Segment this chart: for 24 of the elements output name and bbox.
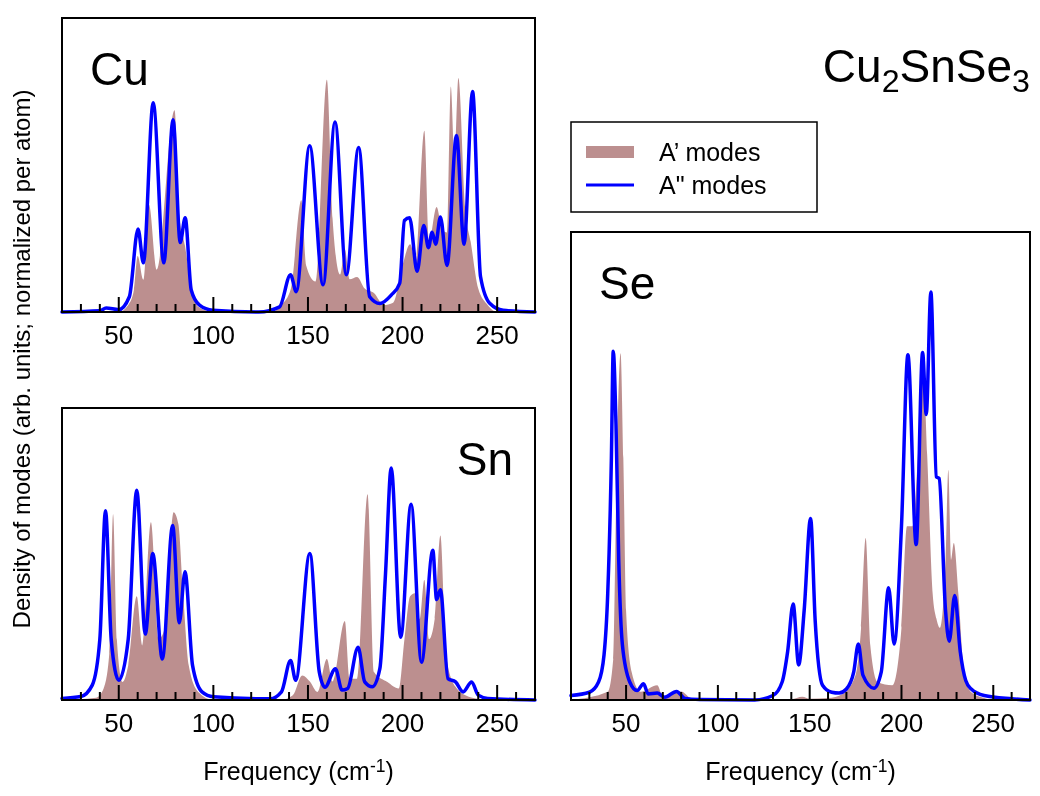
x-tick-label: 250 [971,708,1015,738]
x-tick-label: 50 [104,320,134,350]
x-tick-label: 100 [191,320,236,350]
legend-label: A" modes [659,171,767,199]
x-tick-label: 150 [286,320,330,350]
x-tick-label: 250 [475,320,519,350]
x-tick-label: 150 [286,708,330,738]
x-tick-label: 150 [787,708,832,738]
x-tick-label: 100 [696,708,740,738]
x-tick-label: 50 [611,708,641,738]
annotation: Cu [90,43,149,95]
x-axis-title: Frequency (cm$^{-1}$) [203,755,394,785]
annotation: Sn [456,433,513,485]
x-tick-label: 200 [380,320,425,350]
chart-title: Cu$_{2}$SnSe$_{3}$ [822,40,1030,99]
x-tick-label: 200 [380,708,425,738]
y-axis-title: Density of modes (arb. units; normalized per atom) [8,89,35,629]
x-axis-title: Frequency (cm$^{-1}$) [705,755,896,785]
x-tick-label: 50 [104,708,134,738]
x-tick-label: 100 [191,708,236,738]
x-tick-label: 250 [475,708,519,738]
x-tick-label: 200 [879,708,924,738]
annotation: Se [599,257,656,309]
legend-label: A’ modes [659,138,761,166]
